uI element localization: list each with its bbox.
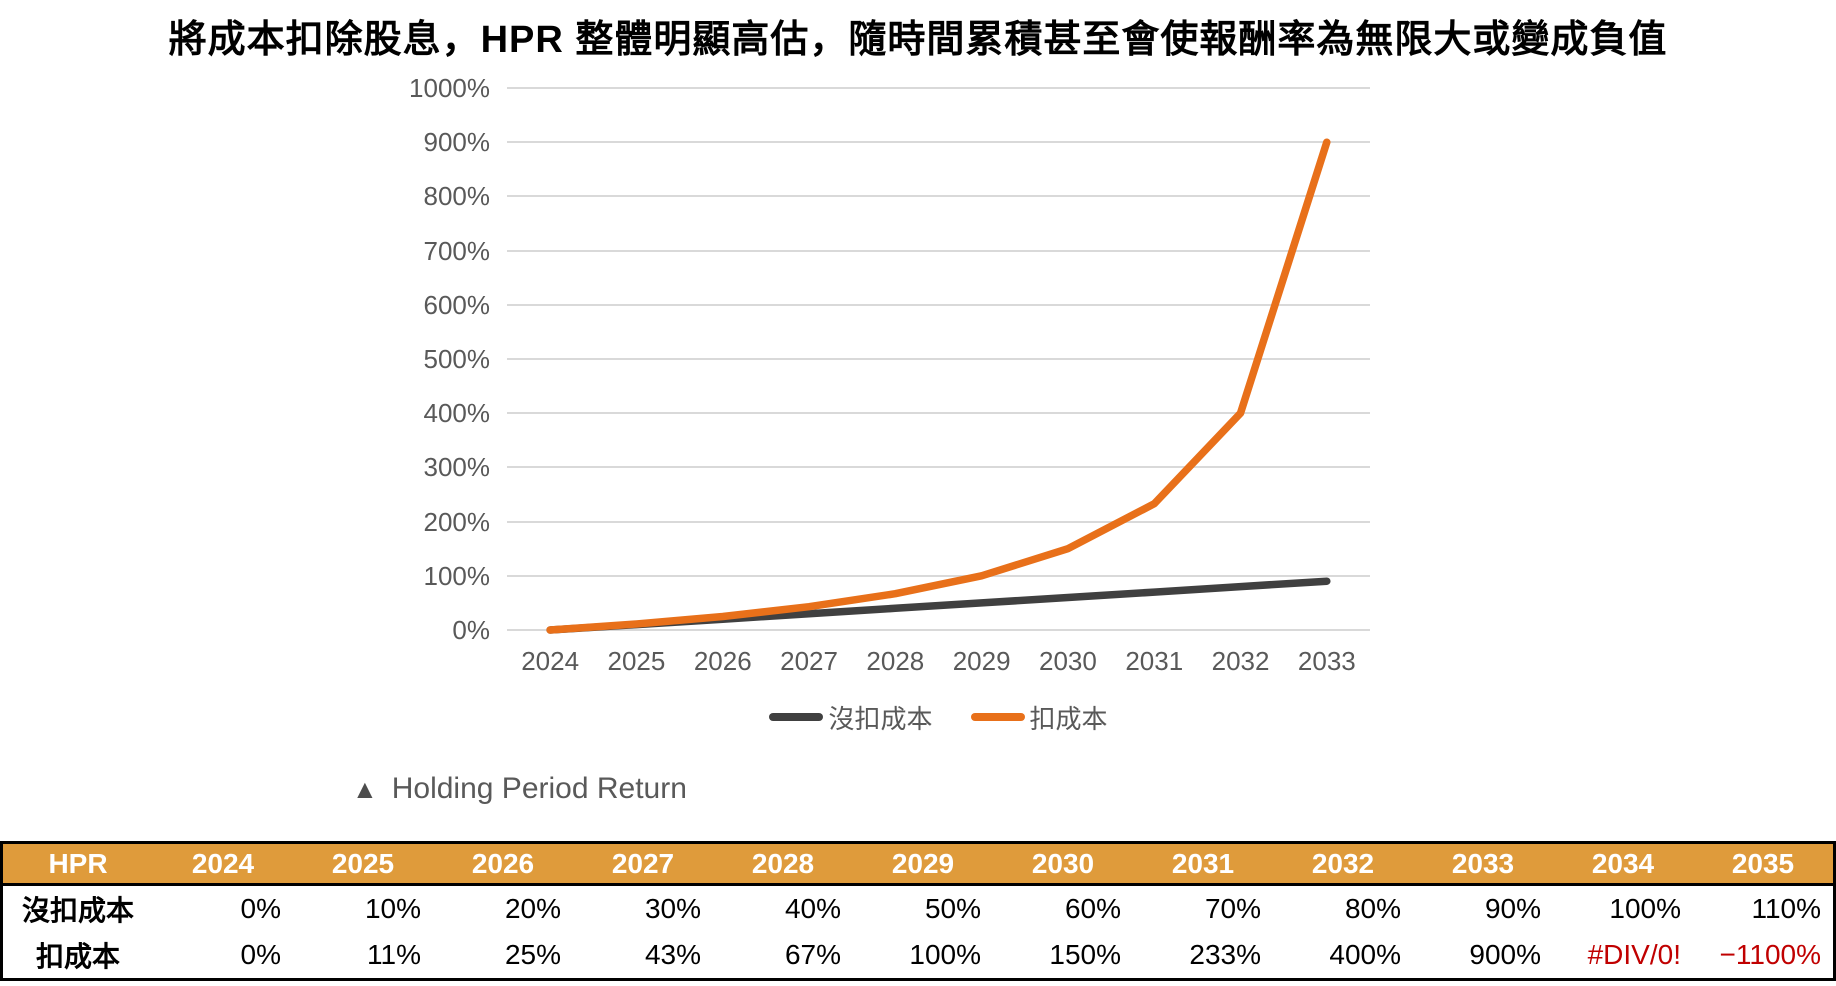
x-axis-tick-label: 2032 bbox=[1211, 646, 1270, 676]
x-axis-tick-label: 2024 bbox=[521, 646, 580, 676]
gridline bbox=[507, 629, 1370, 631]
table-cell: 0% bbox=[240, 893, 281, 924]
gridline bbox=[507, 249, 1370, 252]
table-cell: 10% bbox=[364, 893, 421, 924]
x-axis-tick-label: 2028 bbox=[866, 646, 925, 676]
hpr-data-table: HPR 2024 2025 2026 2027 2028 2029 2030 2031 2032 2… bbox=[0, 841, 1836, 981]
table-header-year: 2032 bbox=[1311, 847, 1375, 879]
x-axis-tick-label: 2025 bbox=[607, 646, 666, 676]
table-row: 扣成本 0% 11% 25% 43% 67% 100% 150% 233% 400% 900% #DI… bbox=[3, 932, 1833, 978]
gridline bbox=[507, 141, 1370, 144]
table-cell: 25% bbox=[504, 939, 561, 970]
y-axis-tick-label: 900% bbox=[423, 127, 491, 158]
table-cell: 11% bbox=[367, 939, 421, 970]
table-cell: 67% bbox=[784, 939, 841, 970]
gridline bbox=[507, 574, 1370, 577]
table-cell-error: #DIV/0! bbox=[1587, 939, 1681, 970]
y-axis-tick-label: 600% bbox=[423, 289, 491, 320]
x-axis-tick-label: 2033 bbox=[1297, 646, 1356, 676]
series-line-1 bbox=[546, 138, 1331, 634]
figure-caption-text: Holding Period Return bbox=[391, 772, 687, 805]
table-cell: 43% bbox=[644, 939, 701, 970]
gridline bbox=[507, 358, 1370, 360]
figure-caption: ▲ Holding Period Return bbox=[352, 772, 687, 806]
table-cell: 80% bbox=[1344, 893, 1401, 924]
table-header-hpr: HPR bbox=[48, 847, 108, 879]
table-cell-error: −1100% bbox=[1719, 939, 1821, 970]
y-axis-tick-label: 1000% bbox=[409, 73, 490, 103]
gridline bbox=[507, 195, 1370, 198]
table-header-year: 2026 bbox=[471, 847, 535, 879]
legend-item-with-cost: 扣成本 bbox=[970, 699, 1108, 736]
table-cell: 70% bbox=[1204, 893, 1261, 924]
table-header-row: HPR 2024 2025 2026 2027 2028 2029 2030 2031 2032 2… bbox=[3, 844, 1833, 886]
x-axis-tick-label: 2031 bbox=[1125, 646, 1184, 676]
page-title: 將成本扣除股息，HPR 整體明顯高估，隨時間累積甚至會使報酬率為無限大或變成負值 bbox=[168, 19, 1668, 61]
table-cell: 400% bbox=[1329, 939, 1401, 970]
y-axis-tick-label: 200% bbox=[423, 506, 491, 537]
table-cell: 20% bbox=[504, 893, 561, 924]
y-axis-tick-label: 500% bbox=[423, 344, 491, 374]
table-cell: 100% bbox=[909, 939, 981, 970]
table-cell: 40% bbox=[784, 893, 841, 924]
x-axis-tick-label: 2029 bbox=[952, 646, 1011, 676]
x-axis-tick-label: 2030 bbox=[1039, 646, 1097, 676]
table-header-year: 2034 bbox=[1591, 847, 1655, 879]
legend-item-no-cost: 沒扣成本 bbox=[769, 699, 933, 736]
table-cell: 30% bbox=[644, 893, 701, 924]
legend-label: 沒扣成本 bbox=[828, 703, 933, 734]
table-row-label: 扣成本 bbox=[35, 941, 120, 972]
y-axis-tick-label: 400% bbox=[423, 398, 491, 429]
table-header-year: 2025 bbox=[331, 847, 395, 879]
y-axis-tick-label: 300% bbox=[423, 452, 491, 483]
table-cell: 110% bbox=[1751, 893, 1821, 924]
table-header-year: 2024 bbox=[191, 847, 255, 879]
gridline bbox=[507, 466, 1370, 469]
gridline bbox=[507, 412, 1370, 415]
table-header-year: 2030 bbox=[1031, 847, 1095, 879]
legend-swatch-gray bbox=[769, 713, 824, 721]
table-header-year: 2027 bbox=[611, 847, 675, 879]
table-cell: 90% bbox=[1484, 893, 1541, 924]
table-header-year: 2033 bbox=[1451, 847, 1515, 879]
x-axis-tick-label: 2027 bbox=[780, 646, 838, 676]
legend-swatch-orange bbox=[970, 713, 1025, 721]
table-header-year: 2028 bbox=[751, 847, 815, 879]
table-header-year: 2035 bbox=[1731, 847, 1795, 879]
chart-plot-area bbox=[546, 138, 1331, 634]
table-cell: 60% bbox=[1064, 893, 1121, 924]
table-header-year: 2031 bbox=[1171, 847, 1235, 879]
y-axis-tick-label: 700% bbox=[423, 235, 491, 266]
gridline bbox=[507, 303, 1370, 306]
table-header-year: 2029 bbox=[891, 847, 955, 879]
triangle-marker-icon: ▲ bbox=[352, 773, 378, 804]
table-cell: 0% bbox=[240, 939, 281, 970]
table-cell: 100% bbox=[1609, 893, 1681, 924]
table-cell: 150% bbox=[1049, 939, 1121, 970]
legend-label: 扣成本 bbox=[1029, 703, 1108, 734]
y-axis-tick-label: 100% bbox=[423, 560, 491, 591]
chart-legend: 沒扣成本 扣成本 bbox=[507, 700, 1370, 734]
y-axis-tick-label: 800% bbox=[423, 181, 491, 212]
table-cell: 50% bbox=[924, 893, 981, 924]
y-axis-tick-label: 0% bbox=[452, 615, 490, 645]
x-axis-tick-label: 2026 bbox=[693, 646, 752, 676]
gridline bbox=[507, 520, 1370, 523]
table-row-label: 沒扣成本 bbox=[21, 895, 134, 926]
gridline bbox=[507, 87, 1370, 89]
table-row: 沒扣成本 0% 10% 20% 30% 40% 50% 60% 70% 80% 90% 100% 110… bbox=[3, 886, 1833, 932]
table-cell: 233% bbox=[1189, 939, 1261, 970]
table-cell: 900% bbox=[1469, 939, 1541, 970]
